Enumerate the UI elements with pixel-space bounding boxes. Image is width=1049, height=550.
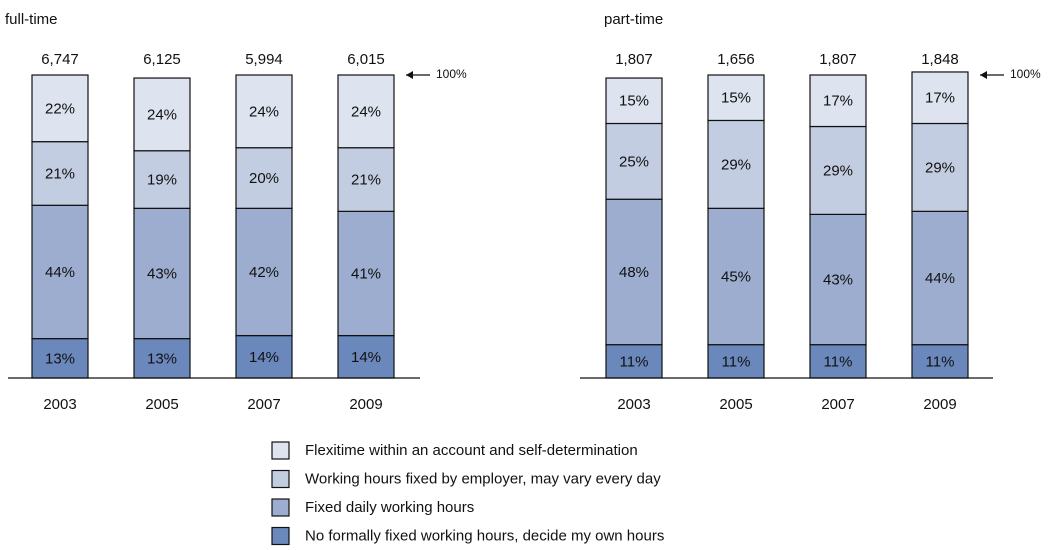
legend-label: Working hours fixed by employer, may var… [305, 470, 661, 487]
bar-segment [133, 207, 191, 340]
value-label: 22% [45, 100, 75, 117]
bar-segment [31, 204, 89, 340]
value-label: 11% [620, 353, 649, 370]
arrow-head [980, 71, 987, 79]
bar-segment [235, 147, 293, 209]
bar-segment [605, 122, 663, 200]
total-label: 5,994 [245, 51, 283, 68]
value-label: 48% [619, 264, 649, 281]
bar-segment [809, 344, 867, 379]
bar-segment [911, 344, 969, 379]
top-annotation: 100% [1010, 67, 1041, 81]
value-label: 44% [925, 270, 955, 287]
total-label: 6,125 [143, 51, 181, 68]
value-label: 20% [249, 170, 279, 187]
bar-segment [337, 74, 395, 149]
value-label: 24% [249, 103, 279, 120]
x-tick-label: 2007 [247, 396, 280, 413]
value-label: 13% [147, 350, 177, 367]
bar-segment [809, 213, 867, 346]
total-label: 1,807 [615, 51, 653, 68]
bar-segment [133, 150, 191, 209]
bar-segment [809, 74, 867, 128]
bar-segment [911, 71, 969, 125]
x-tick-label: 2003 [617, 396, 650, 413]
x-tick-label: 2009 [349, 396, 382, 413]
total-label: 1,807 [819, 51, 857, 68]
x-tick-label: 2005 [145, 396, 178, 413]
value-label: 42% [249, 264, 279, 281]
value-label: 11% [722, 353, 751, 370]
value-label: 43% [823, 271, 853, 288]
value-label: 19% [147, 172, 177, 189]
value-label: 24% [147, 106, 177, 123]
value-label: 43% [147, 265, 177, 282]
x-tick-label: 2005 [719, 396, 752, 413]
bar-segment [31, 74, 89, 143]
value-label: 25% [619, 153, 649, 170]
value-label: 14% [249, 349, 279, 366]
total-label: 1,848 [921, 51, 959, 68]
bar-segment [605, 77, 663, 125]
chart-title: part-time [604, 11, 663, 28]
legend-label: No formally fixed working hours, decide … [305, 527, 664, 544]
total-label: 6,747 [41, 51, 79, 68]
legend-label: Flexitime within an account and self-det… [305, 442, 638, 459]
bar-segment [337, 147, 395, 212]
legend-swatch [271, 441, 290, 460]
bar-segment [235, 74, 293, 149]
bar-segment [31, 338, 89, 379]
value-label: 24% [351, 103, 381, 120]
value-label: 17% [823, 93, 853, 110]
value-label: 21% [45, 165, 75, 182]
bar-segment [707, 119, 765, 209]
bar-segment [235, 207, 293, 337]
x-tick-label: 2003 [43, 396, 76, 413]
bar-segment [707, 74, 765, 122]
bar-segment [911, 122, 969, 212]
x-tick-label: 2007 [821, 396, 854, 413]
value-label: 14% [351, 349, 381, 366]
bar-segment [707, 344, 765, 379]
value-label: 11% [926, 353, 955, 370]
legend-label: Fixed daily working hours [305, 499, 474, 516]
value-label: 17% [925, 90, 955, 107]
chart-title: full-time [5, 11, 58, 28]
value-label: 11% [824, 353, 853, 370]
total-label: 1,656 [717, 51, 755, 68]
value-label: 21% [351, 172, 381, 189]
value-label: 15% [721, 90, 751, 107]
bar-segment [707, 207, 765, 346]
legend-swatch [271, 526, 290, 546]
arrow-head [406, 71, 413, 79]
legend-swatch [271, 469, 290, 489]
value-label: 45% [721, 268, 751, 285]
value-label: 29% [925, 159, 955, 176]
value-label: 41% [351, 265, 381, 282]
x-tick-label: 2009 [923, 396, 956, 413]
bar-segment [605, 344, 663, 379]
value-label: 29% [823, 162, 853, 179]
bar-segment [133, 77, 191, 152]
value-label: 29% [721, 156, 751, 173]
value-label: 44% [45, 264, 75, 281]
value-label: 13% [45, 350, 75, 367]
legend-swatch [271, 498, 290, 517]
total-label: 6,015 [347, 51, 385, 68]
top-annotation: 100% [436, 67, 467, 81]
bar-segment [605, 198, 663, 346]
value-label: 15% [619, 93, 649, 110]
bar-segment [809, 125, 867, 215]
